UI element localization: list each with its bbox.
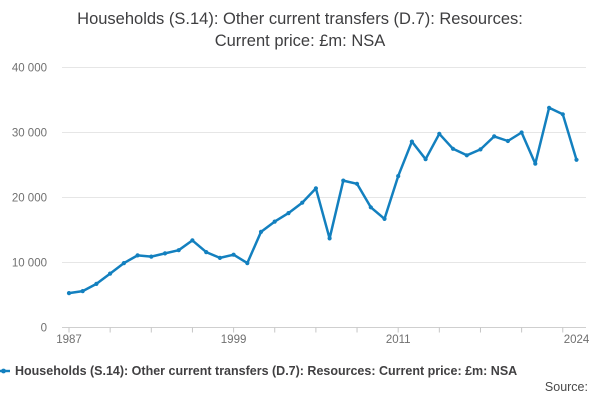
legend-line-icon (0, 368, 10, 374)
legend-label: Households (S.14): Other current transfe… (15, 364, 518, 378)
x-axis-tick-label: 1987 (56, 334, 82, 346)
data-line (67, 106, 578, 295)
data-point (382, 216, 387, 221)
data-point (217, 255, 222, 260)
x-axis-tick-label: 2024 (564, 334, 590, 346)
data-point (450, 146, 456, 151)
data-point (409, 139, 414, 144)
data-point (80, 289, 85, 294)
data-point (108, 271, 113, 276)
legend: Households (S.14): Other current transfe… (0, 363, 600, 379)
y-axis-tick-label: 0 (41, 323, 47, 335)
y-axis-tick-label: 20 000 (12, 193, 47, 205)
data-point (94, 281, 99, 286)
source-label: Source: (544, 380, 588, 394)
data-point (341, 178, 346, 183)
x-axis-tick-label: 2011 (386, 334, 411, 346)
chart-title: Households (S.14): Other current transfe… (77, 10, 523, 51)
data-point (245, 261, 250, 266)
data-point (204, 250, 209, 255)
data-point (149, 254, 154, 259)
data-point (396, 174, 401, 179)
data-point (547, 105, 552, 110)
data-point (354, 181, 360, 186)
data-point (492, 134, 497, 139)
data-point (162, 251, 168, 256)
data-point (231, 252, 236, 257)
data-point (300, 200, 305, 205)
data-point (368, 205, 373, 210)
y-axis-tick-label: 30 000 (12, 128, 47, 140)
line-chart: 0 10 000 20 000 30 000 40 000 1987 1999 2011 202… (12, 63, 590, 347)
data-point (135, 253, 140, 258)
data-point (121, 261, 126, 266)
data-point (533, 161, 538, 166)
data-point (437, 131, 442, 136)
y-axis-tick-label: 40 000 (12, 63, 47, 75)
data-point (176, 248, 181, 253)
data-point (272, 219, 277, 224)
data-point (464, 153, 469, 158)
y-axis-tick-label: 10 000 (12, 258, 47, 270)
data-point (423, 157, 428, 162)
data-point (560, 112, 565, 117)
data-point (519, 130, 524, 135)
data-point (478, 147, 483, 152)
data-point (258, 229, 264, 234)
data-point (327, 236, 332, 241)
x-axis-tick-label: 1999 (221, 334, 247, 346)
data-point (286, 211, 291, 216)
data-point (190, 238, 195, 243)
data-point (313, 186, 318, 191)
data-point (66, 291, 72, 296)
data-point (505, 138, 510, 144)
data-point (574, 157, 579, 162)
